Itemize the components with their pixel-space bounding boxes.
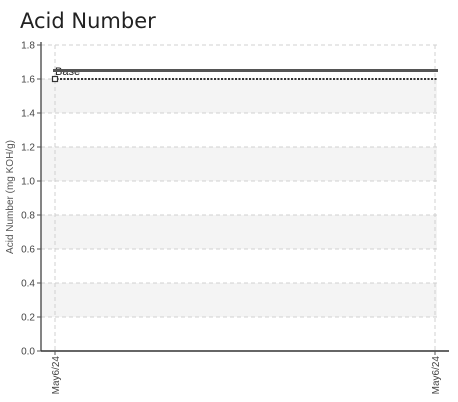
grid-band [41,283,437,317]
y-tick-label: 0.4 [21,279,35,290]
reference-lines: Base [53,66,438,80]
series-layer [51,75,59,83]
grid-bands [41,79,437,317]
chart-title: Acid Number [20,9,156,33]
data-point [51,75,59,83]
y-tick-label: 0.6 [21,245,35,256]
axes [40,42,449,352]
y-tick-label: 0.8 [21,211,35,222]
x-tick-label: May6/24 [51,356,62,395]
y-tick-label: 1.0 [21,177,35,188]
x-ticks: May6/24 May6/24 [51,351,442,394]
y-tick-label: 1.2 [21,143,35,154]
y-tick-label: 1.4 [21,109,35,120]
y-tick-label: 1.6 [21,75,35,86]
y-tick-label: 0.0 [21,347,35,358]
y-tick-label: 1.8 [21,41,35,52]
grid-band [41,215,437,249]
grid-band [41,147,437,181]
grid-band [41,79,437,113]
y-ticks: 0.0 0.2 0.4 0.6 0.8 1.0 1.2 1.4 1.6 1.8 [21,41,41,358]
y-axis-title: Acid Number (mg KOH/g) [5,140,16,254]
x-tick-label: May6/24 [431,356,442,395]
y-tick-label: 0.2 [21,313,35,324]
